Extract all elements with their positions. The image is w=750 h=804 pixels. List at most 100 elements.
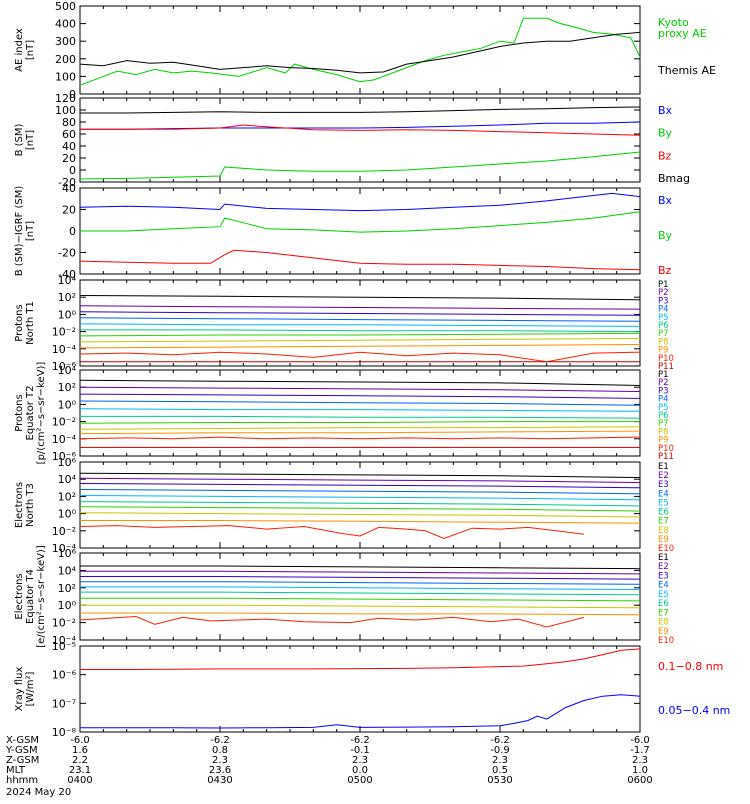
- y-axis-label: Equator T2: [25, 386, 36, 441]
- series-line-2: [80, 211, 641, 233]
- y-tick-label: 10⁻⁴: [52, 433, 77, 446]
- series-line-3: [79, 483, 641, 489]
- legend-label: P2: [658, 288, 669, 298]
- series-line-1: [79, 295, 641, 301]
- panel-frame: [79, 279, 641, 367]
- series-line-9: [79, 344, 641, 349]
- panel-7: 10⁻⁴ 10⁻² 10⁰ 10² 10⁴ 10⁶ Electrons Equator T4[…: [14, 545, 674, 648]
- legend-label: E9: [658, 535, 669, 545]
- legend-label: P3: [658, 296, 669, 306]
- legend-label: P4: [658, 395, 669, 405]
- legend-label: P8: [658, 427, 669, 437]
- series-line-4: [79, 400, 641, 406]
- panel-frame: [79, 645, 641, 733]
- legend-label: E4: [658, 581, 669, 591]
- y-axis-label: AE index: [14, 28, 25, 72]
- legend-label: P2: [658, 378, 669, 388]
- legend-label: P10: [658, 354, 674, 364]
- y-tick-label: 10⁰: [58, 308, 77, 321]
- series-line-6: [80, 415, 641, 419]
- series-line-4: [80, 581, 641, 585]
- y-tick-label: 10⁻⁵: [52, 640, 76, 653]
- series-line-3: [80, 124, 641, 136]
- legend-label: P11: [658, 362, 674, 372]
- legend-label: P1: [658, 370, 669, 380]
- series-line-6: [80, 591, 641, 596]
- legend-label: Bmag: [658, 172, 690, 185]
- x-row-label: MLT: [6, 765, 26, 776]
- legend-label: E9: [658, 627, 669, 637]
- series-line-10: [79, 615, 585, 628]
- y-tick-label: 0: [69, 88, 76, 101]
- x-tick-label: 2.3: [212, 755, 228, 766]
- series-line-10: [79, 525, 585, 540]
- series-line-4: [80, 106, 641, 114]
- legend-label: E7: [658, 517, 669, 527]
- y-axis-label: [nT]: [25, 40, 36, 60]
- y-axis-label: [W/m²]: [25, 671, 36, 706]
- x-tick-label: -0.1: [350, 745, 370, 756]
- x-tick-label: -6.2: [210, 735, 230, 746]
- y-axis-label: North T3: [25, 483, 36, 527]
- y-tick-label: 10⁶: [58, 547, 77, 560]
- legend-label: P9: [658, 346, 669, 356]
- y-tick-label: 0: [69, 164, 76, 177]
- series-line-9: [80, 612, 641, 616]
- y-tick-label: 10²: [58, 582, 76, 595]
- legend-label: E5: [658, 498, 669, 508]
- y-axis-label: B (SM)−IGRF (SM): [14, 186, 25, 277]
- y-tick-label: 300: [55, 35, 76, 48]
- y-tick-label: -20: [58, 176, 76, 189]
- legend-label: E3: [658, 480, 669, 490]
- y-axis-label: Electrons: [14, 573, 25, 619]
- legend-label: P9: [658, 436, 669, 446]
- series-line-8: [80, 604, 641, 609]
- legend-label: E8: [658, 526, 669, 536]
- x-row-label: hhmm: [6, 775, 38, 786]
- series-line-7: [79, 506, 641, 512]
- y-tick-label: 100: [55, 104, 76, 117]
- x-tick-label: 0400: [67, 775, 92, 786]
- series-line-1: [79, 192, 641, 212]
- legend-label: Kyoto: [658, 16, 689, 29]
- panel-5: 10⁻⁶ 10⁻⁴ 10⁻² 10⁰ 10² 10⁴ Protons Equator T2 [p…: [14, 362, 674, 465]
- y-tick-label: 20: [62, 152, 76, 165]
- legend-label: P6: [658, 321, 669, 331]
- x-tick-label: 0.5: [492, 765, 508, 776]
- x-tick-label: 1.0: [632, 765, 648, 776]
- y-tick-label: 20: [62, 204, 76, 217]
- legend-label: E10: [658, 544, 674, 554]
- x-tick-label: -6.0: [630, 735, 650, 746]
- legend-label: E2: [658, 562, 669, 572]
- y-tick-label: 10⁶: [58, 456, 77, 469]
- panel-4: 10⁻⁶ 10⁻⁴ 10⁻² 10⁰ 10² 10⁴ Protons North T1 P1P2…: [14, 274, 674, 373]
- y-tick-label: 10²: [58, 381, 76, 394]
- x-tick-label: 0530: [487, 775, 512, 786]
- series-line-1: [79, 379, 641, 386]
- series-line-9: [80, 520, 641, 524]
- legend-label: P7: [658, 329, 669, 339]
- y-tick-label: 0: [69, 225, 76, 238]
- y-tick-label: 10⁻⁶: [52, 450, 77, 463]
- series-line-10: [79, 436, 641, 440]
- x-tick-label: -0.9: [490, 745, 510, 756]
- x-tick-label: 2.3: [352, 755, 368, 766]
- y-tick-label: 10⁻²: [52, 326, 76, 339]
- x-row-label: Y-GSM: [5, 745, 38, 756]
- y-tick-label: -40: [58, 268, 76, 281]
- x-tick-label: 0.0: [352, 765, 368, 776]
- legend-label: Bx: [658, 104, 673, 117]
- y-tick-label: 10⁰: [58, 398, 77, 411]
- legend-label: E5: [658, 590, 669, 600]
- plot-date: 2024 May 20: [6, 787, 71, 798]
- series-line-2: [80, 694, 641, 729]
- y-tick-label: 10⁴: [58, 364, 77, 377]
- y-tick-label: 10⁰: [58, 599, 77, 612]
- series-line-8: [79, 426, 641, 430]
- y-tick-label: 10⁴: [58, 473, 77, 486]
- series-line-1: [80, 565, 641, 570]
